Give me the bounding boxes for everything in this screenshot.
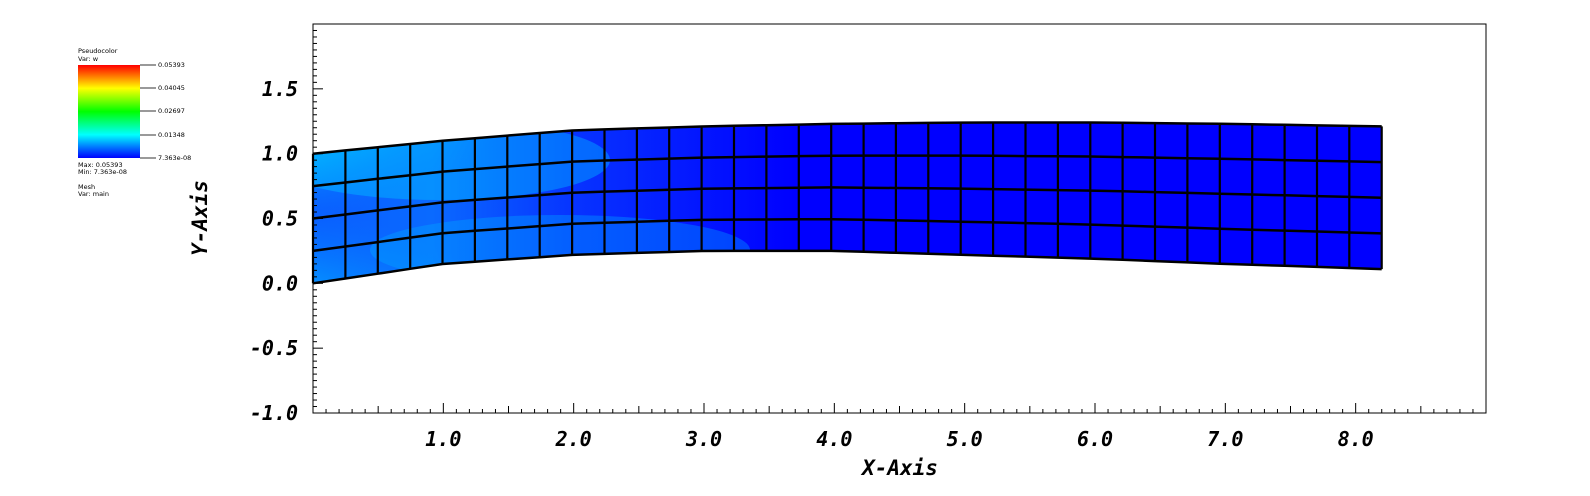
x-tick-label: 3.0 — [685, 427, 722, 451]
y-axis-minor-ticks — [313, 23, 323, 414]
x-tick-label: 4.0 — [816, 427, 852, 451]
mesh-row-line — [312, 217, 1382, 253]
legend-variable: Var: w — [78, 55, 99, 63]
y-tick-label: 0.0 — [262, 271, 298, 295]
y-tick-label: 1.5 — [262, 77, 298, 101]
x-tick-label: 7.0 — [1207, 427, 1243, 451]
legend-max: Max: 0.05393 — [78, 161, 123, 169]
colorbar-tick-label: 0.01348 — [158, 131, 185, 139]
x-tick-label: 2.0 — [555, 427, 592, 451]
x-axis-title: X-Axis — [860, 456, 938, 480]
colorbar-ticks: 0.05393 0.04045 0.02697 0.01348 7.363e-0… — [140, 61, 191, 162]
x-tick-label: 5.0 — [947, 427, 983, 451]
y-axis-tick-labels: -1.0 -0.5 0.0 0.5 1.0 1.5 — [250, 77, 298, 425]
x-axis-tick-labels: 1.0 2.0 3.0 4.0 5.0 6.0 7.0 8.0 — [425, 427, 1373, 451]
y-tick-label: 1.0 — [262, 142, 298, 166]
mesh-row-line — [312, 186, 1382, 220]
mesh-row-line — [312, 249, 1382, 285]
colorbar — [78, 65, 140, 158]
mesh-row-line — [312, 154, 1382, 188]
colorbar-tick-label: 0.05393 — [158, 61, 185, 69]
mesh-lines — [311, 121, 1383, 285]
x-axis-minor-ticks — [312, 403, 1487, 413]
y-tick-label: -0.5 — [250, 336, 298, 360]
legend-plot-type: Pseudocolor — [78, 47, 118, 55]
legend-mesh: Mesh — [78, 183, 95, 191]
mesh-row-line — [312, 121, 1382, 155]
y-tick-label: 0.5 — [262, 207, 298, 231]
x-tick-label: 6.0 — [1077, 427, 1113, 451]
colorbar-tick-label: 7.363e-08 — [158, 154, 191, 162]
y-tick-label: -1.0 — [250, 401, 298, 425]
colorbar-tick-label: 0.02697 — [158, 107, 185, 115]
x-tick-label: 1.0 — [425, 427, 461, 451]
colorbar-tick-label: 0.04045 — [158, 84, 185, 92]
hotspot-bottom-left — [313, 175, 574, 284]
legend-mesh-variable: Var: main — [78, 190, 109, 198]
legend: Pseudocolor Var: w 0.05393 0.04045 0.026… — [78, 47, 191, 198]
x-tick-label: 8.0 — [1338, 427, 1374, 451]
legend-min: Min: 7.363e-08 — [78, 168, 127, 176]
y-axis-title: Y-Axis — [188, 180, 212, 256]
